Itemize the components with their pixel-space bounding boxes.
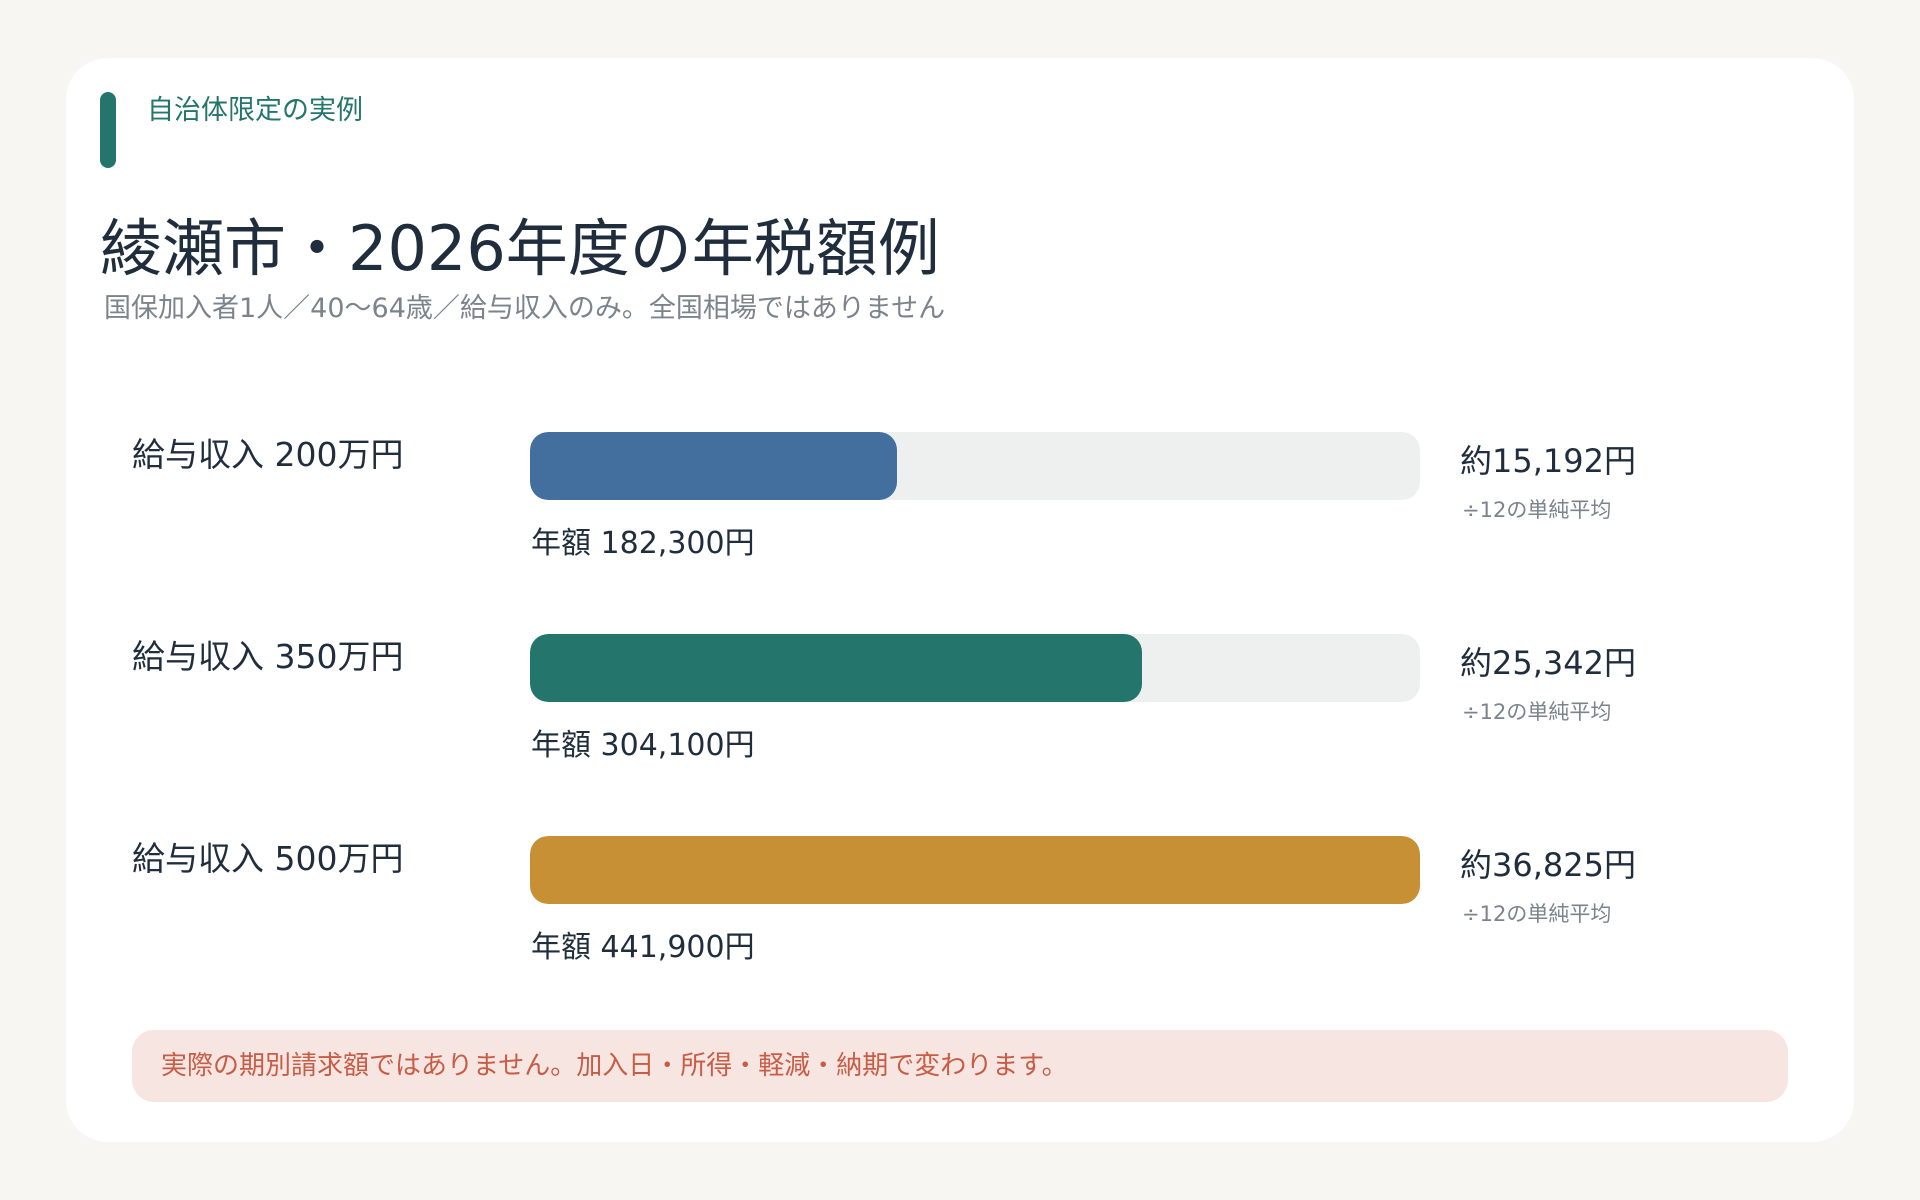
bar-category-label: 給与収入 200万円	[132, 435, 404, 474]
summary-card: 自治体限定の実例 綾瀬市・2026年度の年税額例 国保加入者1人／40〜64歳／…	[66, 58, 1854, 1142]
page-subtitle: 国保加入者1人／40〜64歳／給与収入のみ。全国相場ではありません	[104, 293, 946, 324]
bar-category-label: 給与収入 500万円	[132, 839, 404, 878]
bar-monthly-value: 約25,342円	[1460, 644, 1636, 682]
bar-track	[530, 634, 1420, 702]
page-title: 綾瀬市・2026年度の年税額例	[100, 212, 940, 285]
bar-fill	[530, 634, 1143, 702]
bar-annual-label: 年額 304,100円	[531, 728, 755, 763]
bar-fill	[530, 836, 1420, 904]
disclaimer-box	[132, 1030, 1788, 1102]
bar-track	[530, 836, 1420, 904]
bar-monthly-value: 約15,192円	[1460, 442, 1636, 480]
bar-monthly-note: ÷12の単純平均	[1462, 498, 1612, 522]
eyebrow-label: 自治体限定の実例	[147, 95, 363, 126]
bar-track	[530, 432, 1420, 500]
chart-row: 給与収入 500万円 年額 441,900円 約36,825円 ÷12の単純平均	[66, 836, 1854, 996]
disclaimer-text: 実際の期別請求額ではありません。加入日・所得・軽減・納期で変わります。	[161, 1051, 1068, 1081]
bar-annual-label: 年額 182,300円	[531, 526, 755, 561]
bar-monthly-note: ÷12の単純平均	[1462, 700, 1612, 724]
chart-row: 給与収入 200万円 年額 182,300円 約15,192円 ÷12の単純平均	[66, 432, 1854, 592]
bar-monthly-note: ÷12の単純平均	[1462, 902, 1612, 926]
bar-category-label: 給与収入 350万円	[132, 637, 404, 676]
bar-fill	[530, 432, 898, 500]
bar-monthly-value: 約36,825円	[1460, 846, 1636, 884]
bar-annual-label: 年額 441,900円	[531, 930, 755, 965]
chart-row: 給与収入 350万円 年額 304,100円 約25,342円 ÷12の単純平均	[66, 634, 1854, 794]
eyebrow-accent-bar	[100, 92, 116, 168]
